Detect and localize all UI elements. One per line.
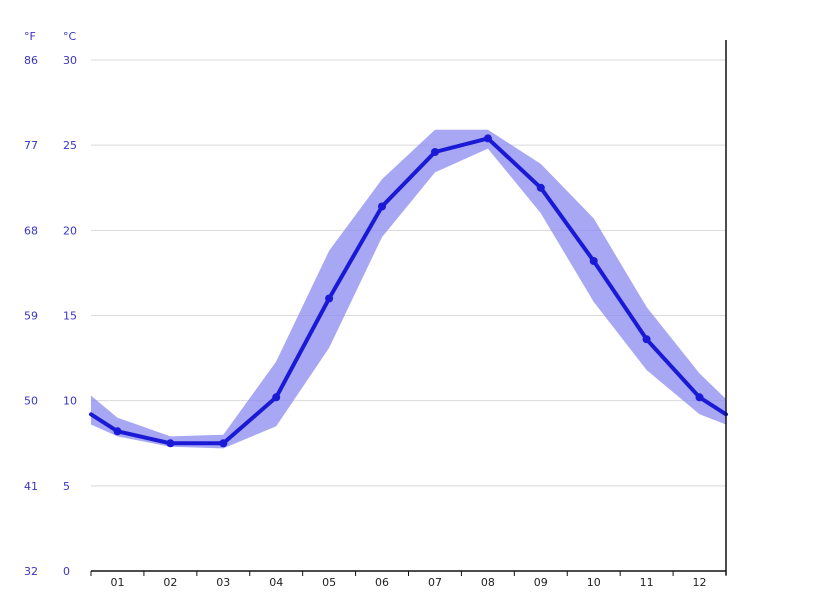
grid: [91, 59, 726, 487]
y-tick-label-f-77: 77: [24, 139, 38, 152]
x-tick-label-04: 04: [269, 576, 283, 589]
data-point-09: [536, 183, 545, 192]
x-tick-label-01: 01: [110, 576, 124, 589]
x-tick-label-06: 06: [375, 576, 389, 589]
x-tick-label-09: 09: [534, 576, 548, 589]
x-tick-label-05: 05: [322, 576, 336, 589]
data-point-01: [113, 427, 122, 436]
data-point-11: [642, 335, 651, 344]
y-tick-label-c-5: 5: [63, 480, 70, 493]
x-tick-label-11: 11: [640, 576, 654, 589]
temperature-range-band: [91, 129, 726, 449]
data-point-04: [272, 393, 281, 402]
temperature-series: [89, 134, 728, 448]
y-tick-label-c-20: 20: [63, 224, 77, 237]
x-tick-label-10: 10: [587, 576, 601, 589]
y-tick-label-c-30: 30: [63, 54, 77, 67]
y-tick-label-f-86: 86: [24, 54, 38, 67]
series-line: [89, 136, 728, 446]
y-tick-label-f-50: 50: [24, 395, 38, 408]
y-tick-label-c-10: 10: [63, 395, 77, 408]
y-tick-label-c-0: 0: [63, 565, 70, 578]
y-tick-label-f-32: 32: [24, 565, 38, 578]
x-tick-label-12: 12: [693, 576, 707, 589]
unit-label-f: °F: [24, 30, 36, 43]
data-point-08: [483, 134, 492, 143]
x-tick-label-02: 02: [163, 576, 177, 589]
data-point-02: [166, 439, 175, 448]
axes: [90, 40, 727, 576]
y-tick-label-f-68: 68: [24, 224, 38, 237]
y-tick-label-f-59: 59: [24, 310, 38, 323]
data-point-07: [431, 148, 439, 156]
data-point-05: [325, 294, 334, 303]
range-band: [91, 129, 726, 449]
y-tick-label-c-25: 25: [63, 139, 77, 152]
y-tick-label-c-15: 15: [63, 310, 77, 323]
x-tick-label-07: 07: [428, 576, 442, 589]
unit-label-c: °C: [63, 30, 77, 43]
y-tick-label-f-41: 41: [24, 480, 38, 493]
data-point-12: [695, 393, 704, 402]
x-tick-label-03: 03: [216, 576, 230, 589]
data-point-06: [378, 202, 386, 211]
x-tick-label-08: 08: [481, 576, 495, 589]
data-point-03: [219, 439, 228, 448]
tick-labels: °F °C 32 0 41 5 50 10 59 15 68 20 77 25 86 30 01 02 03 04 05…: [24, 30, 707, 589]
data-point-10: [589, 257, 598, 265]
